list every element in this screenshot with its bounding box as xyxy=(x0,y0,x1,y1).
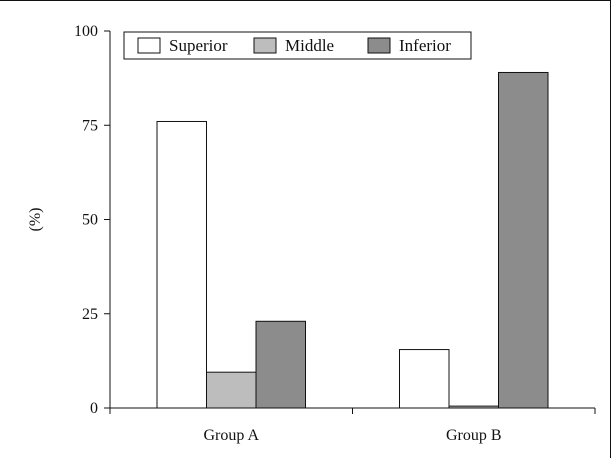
x-tick-label: Group B xyxy=(446,427,502,444)
y-tick-label: 25 xyxy=(82,306,98,323)
legend-swatch-superior xyxy=(137,37,161,54)
y-tick-label: 100 xyxy=(74,23,98,40)
y-tick-label: 0 xyxy=(90,400,98,417)
legend-swatch-inferior xyxy=(367,37,391,54)
x-tick-label: Group A xyxy=(203,427,259,444)
legend-label-inferior: Inferior xyxy=(399,36,451,55)
bar-inferior-group-a xyxy=(255,320,306,409)
bar-superior-group-b xyxy=(399,349,450,409)
legend-box xyxy=(123,31,472,60)
y-axis-title: (%) xyxy=(27,208,44,232)
legend-swatch-middle xyxy=(253,37,277,54)
y-tick-label: 50 xyxy=(82,212,98,229)
y-tick-label: 75 xyxy=(82,117,98,134)
bar-middle-group-a xyxy=(206,371,257,409)
bar-superior-group-a xyxy=(156,120,207,409)
legend-label-middle: Middle xyxy=(285,36,334,55)
bar-inferior-group-b xyxy=(498,71,549,409)
legend-label-superior: Superior xyxy=(169,36,228,55)
